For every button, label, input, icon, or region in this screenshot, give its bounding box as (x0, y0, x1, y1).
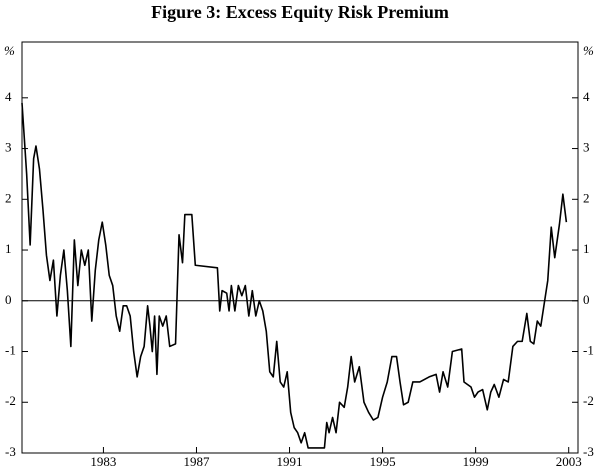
y2-tick-label: 2 (583, 190, 590, 205)
x-tick-label: 1983 (90, 454, 116, 469)
y-axis-label: % (4, 43, 15, 58)
y2-tick-label: 4 (583, 89, 590, 104)
y2-tick-label: -1 (583, 343, 594, 358)
y2-axis-label: % (583, 43, 594, 58)
y-tick-label: 0 (5, 292, 12, 307)
x-tick-label: 1991 (277, 454, 303, 469)
y2-tick-label: 1 (583, 241, 590, 256)
y-tick-label: -2 (5, 393, 16, 408)
y-tick-label: 3 (5, 140, 12, 155)
y2-tick-label: -2 (583, 393, 594, 408)
x-tick-label: 1999 (463, 454, 489, 469)
y2-tick-label: -3 (583, 444, 594, 459)
x-tick-label: 1995 (370, 454, 396, 469)
y-tick-label: -1 (5, 343, 16, 358)
y2-tick-label: 0 (583, 292, 590, 307)
y-tick-label: 1 (5, 241, 12, 256)
x-tick-label: 2003 (556, 454, 582, 469)
y2-tick-label: 3 (583, 140, 590, 155)
plot-frame (21, 41, 579, 454)
data-line (21, 102, 568, 449)
y-tick-label: 4 (5, 89, 12, 104)
y-tick-label: -3 (5, 444, 16, 459)
chart-title: Figure 3: Excess Equity Risk Premium (151, 2, 449, 22)
x-tick-label: 1987 (183, 454, 210, 469)
y-tick-label: 2 (5, 190, 12, 205)
